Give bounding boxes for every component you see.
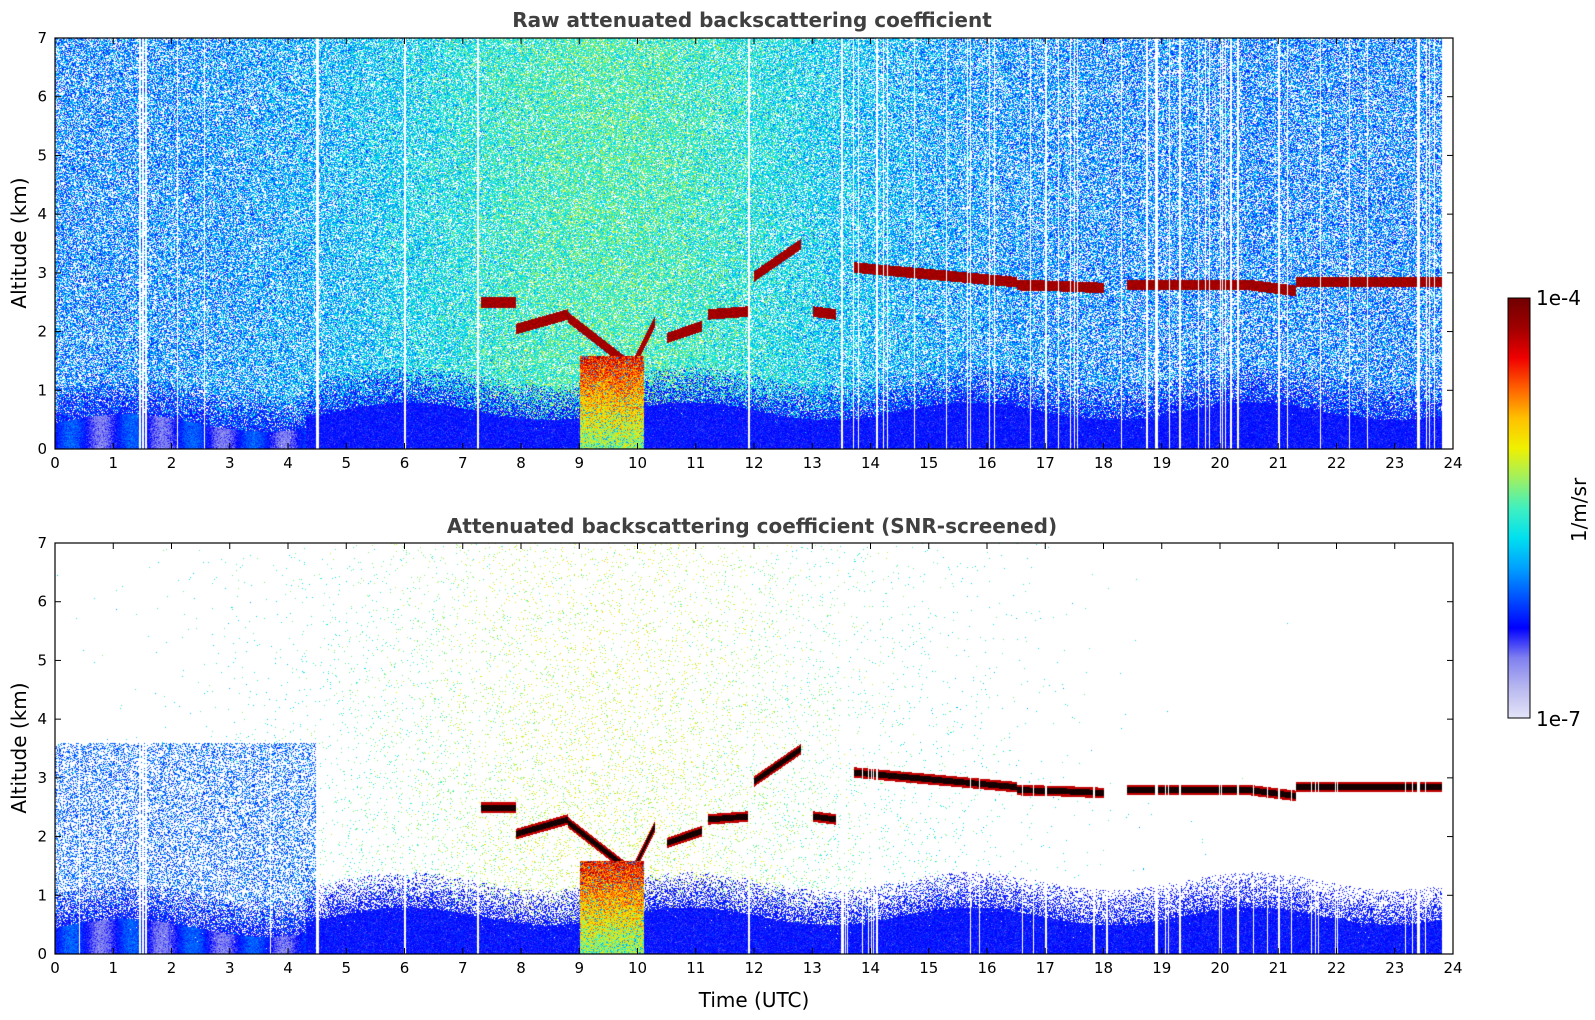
y-tick-label: 0 xyxy=(37,440,47,458)
x-tick-label: 19 xyxy=(1152,959,1171,977)
x-tick-label: 9 xyxy=(574,454,584,472)
x-tick-label: 20 xyxy=(1210,959,1229,977)
panel-screened-title: Attenuated backscattering coefficient (S… xyxy=(447,514,1057,538)
x-tick-label: 22 xyxy=(1327,454,1346,472)
x-tick-label: 1 xyxy=(108,959,118,977)
panel-raw-plot-area xyxy=(55,38,1453,449)
x-tick-label: 7 xyxy=(458,454,468,472)
x-tick-label: 22 xyxy=(1327,959,1346,977)
panel-screened-ticks: 0 1 2 3 4 5 6 7 8 9 10 11 12 13 14 15 16 17 18 19 20 21 22 23 24… xyxy=(37,534,1462,977)
x-tick-label: 19 xyxy=(1152,454,1171,472)
x-tick-label: 15 xyxy=(919,454,938,472)
panel-screened-plot-area xyxy=(55,543,1453,954)
x-tick-label: 17 xyxy=(1036,454,1055,472)
x-tick-label: 2 xyxy=(167,454,177,472)
x-tick-label: 24 xyxy=(1443,454,1462,472)
x-tick-label: 0 xyxy=(50,959,60,977)
x-tick-label: 7 xyxy=(458,959,468,977)
y-tick-label: 1 xyxy=(37,381,47,399)
x-tick-label: 21 xyxy=(1269,454,1288,472)
y-tick-label: 1 xyxy=(37,886,47,904)
y-tick-label: 6 xyxy=(37,593,47,611)
x-tick-label: 8 xyxy=(516,959,526,977)
x-tick-label: 4 xyxy=(283,959,293,977)
y-tick-label: 2 xyxy=(37,323,47,341)
x-tick-label: 5 xyxy=(341,454,351,472)
y-tick-label: 3 xyxy=(37,264,47,282)
x-tick-label: 20 xyxy=(1210,454,1229,472)
y-tick-label: 4 xyxy=(37,205,47,223)
panel-screened-ylabel: Altitude (km) xyxy=(7,682,31,813)
x-tick-label: 14 xyxy=(861,959,880,977)
colorbar-unit-label: 1/m/sr xyxy=(1567,477,1591,542)
x-tick-label: 23 xyxy=(1385,454,1404,472)
panel-raw: Raw attenuated backscattering coefficien… xyxy=(7,8,1463,472)
x-tick-label: 13 xyxy=(803,959,822,977)
x-tick-label: 16 xyxy=(977,959,996,977)
y-tick-label: 0 xyxy=(37,945,47,963)
panel-raw-ylabel: Altitude (km) xyxy=(7,177,31,308)
y-tick-label: 7 xyxy=(37,29,47,47)
x-tick-label: 23 xyxy=(1385,959,1404,977)
x-tick-label: 14 xyxy=(861,454,880,472)
x-tick-label: 4 xyxy=(283,454,293,472)
x-tick-label: 3 xyxy=(225,959,235,977)
x-tick-label: 24 xyxy=(1443,959,1462,977)
x-tick-label: 11 xyxy=(686,959,705,977)
colorbar-min-label: 1e-7 xyxy=(1536,707,1581,731)
x-tick-label: 21 xyxy=(1269,959,1288,977)
x-tick-label: 18 xyxy=(1094,959,1113,977)
y-tick-label: 3 xyxy=(37,769,47,787)
panel-screened: Attenuated backscattering coefficient (S… xyxy=(7,514,1463,1012)
colorbar-max-label: 1e-4 xyxy=(1536,286,1581,310)
x-tick-label: 17 xyxy=(1036,959,1055,977)
x-tick-label: 8 xyxy=(516,454,526,472)
colorbar: 1e-4 1e-7 1/m/sr xyxy=(1507,286,1591,731)
x-tick-label: 12 xyxy=(744,959,763,977)
x-tick-label: 16 xyxy=(977,454,996,472)
x-tick-label: 15 xyxy=(919,959,938,977)
x-tick-label: 6 xyxy=(400,454,410,472)
panel-screened-xlabel: Time (UTC) xyxy=(698,988,810,1012)
colorbar-gradient xyxy=(1507,297,1531,719)
panel-raw-title: Raw attenuated backscattering coefficien… xyxy=(512,8,992,32)
x-tick-label: 18 xyxy=(1094,454,1113,472)
x-tick-label: 13 xyxy=(803,454,822,472)
x-tick-label: 9 xyxy=(574,959,584,977)
y-tick-label: 5 xyxy=(37,651,47,669)
x-tick-label: 2 xyxy=(167,959,177,977)
y-tick-label: 5 xyxy=(37,146,47,164)
y-tick-label: 6 xyxy=(37,88,47,106)
x-tick-label: 10 xyxy=(628,454,647,472)
x-tick-label: 1 xyxy=(108,454,118,472)
y-tick-label: 4 xyxy=(37,710,47,728)
x-tick-label: 10 xyxy=(628,959,647,977)
x-tick-label: 6 xyxy=(400,959,410,977)
y-tick-label: 7 xyxy=(37,534,47,552)
y-tick-label: 2 xyxy=(37,828,47,846)
x-tick-label: 0 xyxy=(50,454,60,472)
x-tick-label: 5 xyxy=(341,959,351,977)
x-tick-label: 11 xyxy=(686,454,705,472)
panel-raw-ticks: 0 1 2 3 4 5 6 7 8 9 10 11 12 13 14 15 16 17 18 19 20 21 22 23 24… xyxy=(37,29,1462,472)
x-tick-label: 3 xyxy=(225,454,235,472)
x-tick-label: 12 xyxy=(744,454,763,472)
